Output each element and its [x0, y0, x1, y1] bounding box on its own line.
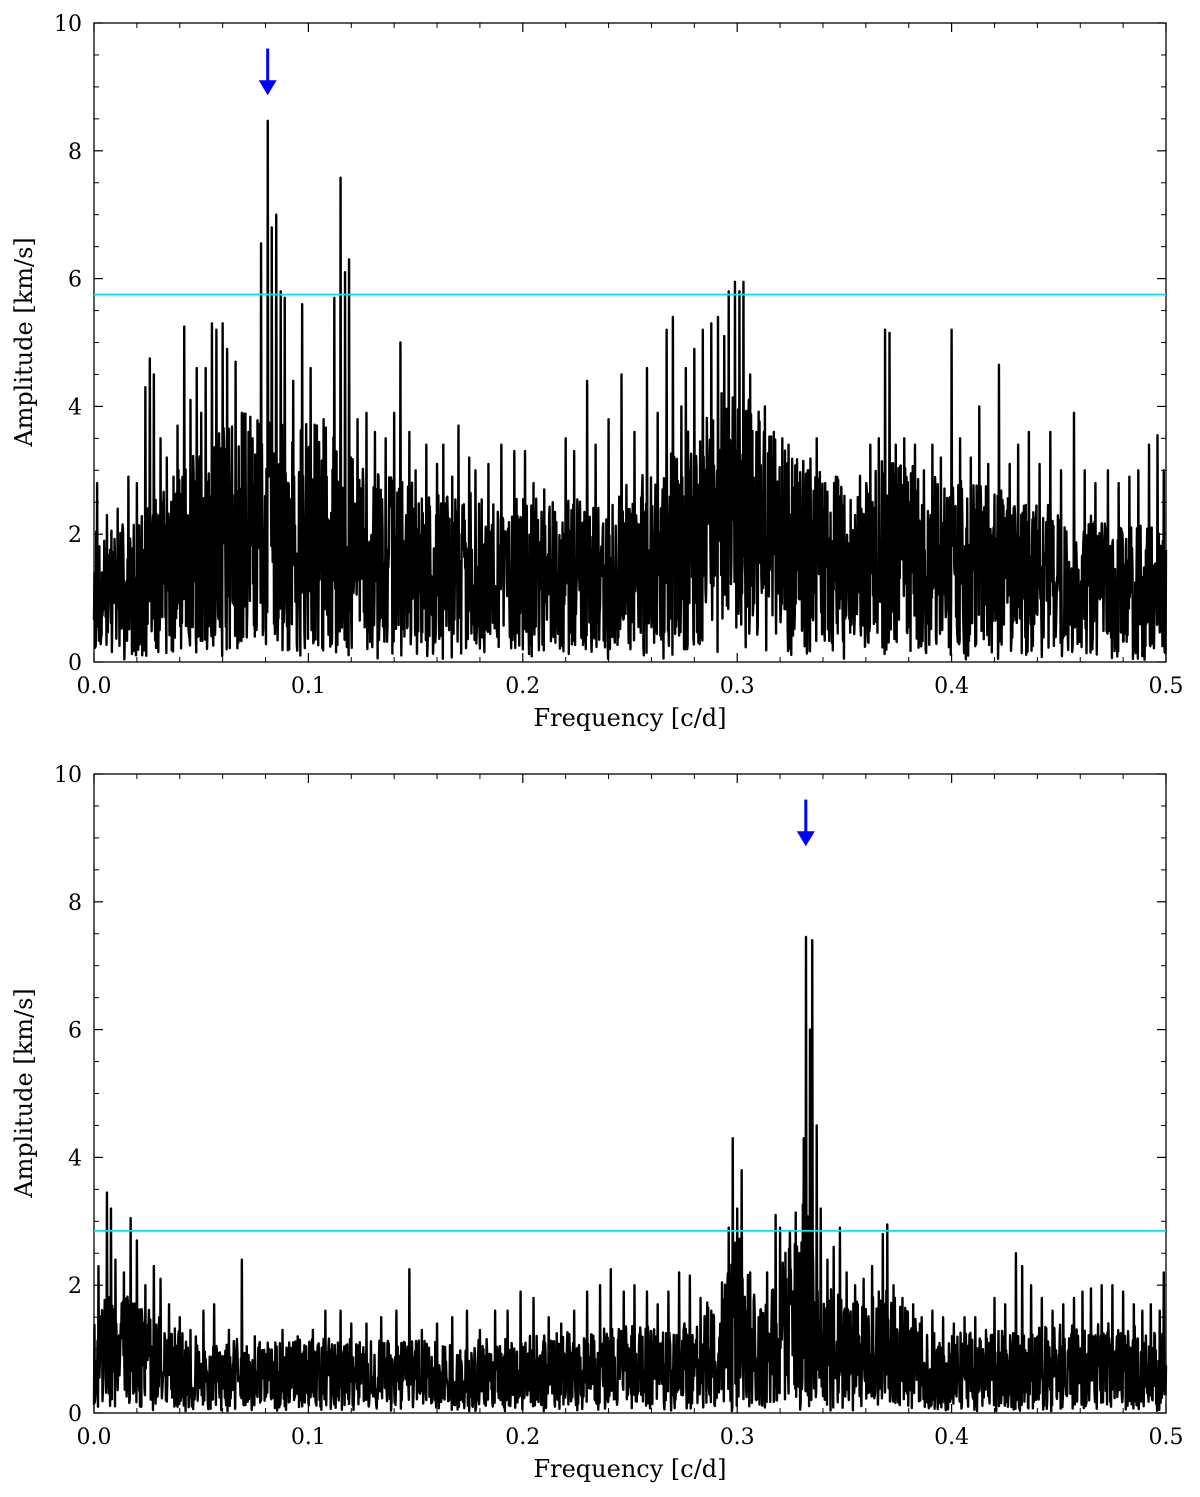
y-tick-label: 10 — [54, 12, 82, 37]
x-tick-label: 0.2 — [505, 674, 540, 699]
x-tick-label: 0.3 — [720, 1425, 755, 1450]
x-tick-label: 0.3 — [720, 674, 755, 699]
x-tick-label: 0.5 — [1149, 1425, 1184, 1450]
x-tick-label: 0.0 — [77, 674, 112, 699]
panel-bottom: 0.0 0.1 0.2 0.3 0.4 0.5 0 2 4 6 8 10 Fre… — [10, 763, 1184, 1483]
y-tick-label: 2 — [68, 523, 82, 548]
y-tick-label: 0 — [68, 1402, 82, 1427]
y-axis-label-top: Amplitude [km/s] — [10, 237, 38, 448]
y-tick-label: 8 — [68, 891, 82, 916]
x-tick-label: 0.1 — [291, 674, 326, 699]
x-tick-labels-top: 0.0 0.1 0.2 0.3 0.4 0.5 — [77, 674, 1184, 699]
x-tick-label: 0.2 — [505, 1425, 540, 1450]
y-tick-label: 4 — [68, 1146, 82, 1171]
y-tick-label: 6 — [68, 1019, 82, 1044]
x-axis-label-bottom: Frequency [c/d] — [533, 1455, 726, 1483]
panel-top: 0.0 0.1 0.2 0.3 0.4 0.5 0 2 4 6 8 10 Fre… — [10, 12, 1184, 732]
spectrum-line — [92, 935, 1168, 1413]
y-tick-label: 8 — [68, 140, 82, 165]
x-tick-label: 0.0 — [77, 1425, 112, 1450]
spectrum-top — [92, 119, 1168, 661]
y-tick-label: 6 — [68, 268, 82, 293]
y-tick-label: 4 — [68, 395, 82, 420]
arrow-top — [258, 48, 277, 96]
spectrum-bottom — [92, 935, 1168, 1413]
y-tick-labels-bottom: 0 2 4 6 8 10 — [54, 763, 82, 1427]
spectrum-line — [92, 119, 1168, 661]
x-tick-label: 0.5 — [1149, 674, 1184, 699]
x-axis-label-top: Frequency [c/d] — [533, 704, 726, 732]
x-tick-label: 0.1 — [291, 1425, 326, 1450]
y-tick-labels-top: 0 2 4 6 8 10 — [54, 12, 82, 676]
x-tick-label: 0.4 — [934, 1425, 969, 1450]
x-tick-labels-bottom: 0.0 0.1 0.2 0.3 0.4 0.5 — [77, 1425, 1184, 1450]
y-tick-label: 2 — [68, 1274, 82, 1299]
arrow-head — [796, 831, 815, 847]
arrow-head — [258, 80, 277, 96]
y-tick-label: 10 — [54, 763, 82, 788]
y-axis-label-bottom: Amplitude [km/s] — [10, 988, 38, 1199]
ticks-bottom — [93, 773, 1167, 1414]
y-tick-label: 0 — [68, 651, 82, 676]
arrow-bottom — [796, 799, 815, 847]
x-tick-label: 0.4 — [934, 674, 969, 699]
ticks-top — [93, 22, 1167, 663]
